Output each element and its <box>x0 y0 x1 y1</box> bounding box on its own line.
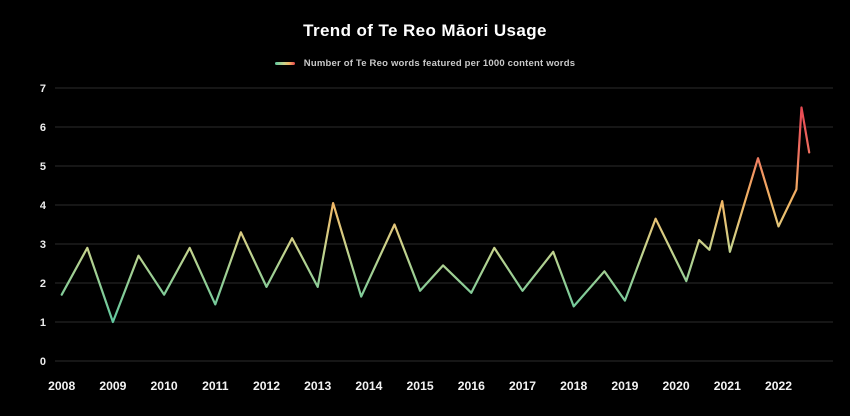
y-axis-tick-label: 5 <box>40 161 46 173</box>
x-axis-tick-label: 2020 <box>663 379 690 393</box>
x-axis-tick-label: 2016 <box>458 379 485 393</box>
y-axis-tick-label: 7 <box>40 83 46 95</box>
x-axis-tick-label: 2008 <box>48 379 75 393</box>
x-axis-tick-label: 2019 <box>611 379 638 393</box>
y-axis-tick-label: 0 <box>40 356 46 368</box>
y-axis-tick-label: 1 <box>40 317 46 329</box>
x-axis-tick-label: 2011 <box>202 379 229 393</box>
trend-line <box>60 106 811 324</box>
x-axis-tick-label: 2013 <box>304 379 331 393</box>
y-axis-tick-label: 6 <box>40 122 46 134</box>
chart-title: Trend of Te Reo Māori Usage <box>303 21 547 40</box>
x-axis-tick-label: 2015 <box>407 379 434 393</box>
legend-line-swatch-icon <box>274 62 295 65</box>
legend-label: Number of Te Reo words featured per 1000… <box>303 58 576 69</box>
x-axis-tick-label: 2021 <box>714 379 741 393</box>
x-axis-tick-label: 2012 <box>253 379 280 393</box>
x-axis-tick-label: 2010 <box>151 379 178 393</box>
legend: Number of Te Reo words featured per 1000… <box>0 58 850 69</box>
y-axis-tick-label: 4 <box>40 200 47 212</box>
x-axis-tick-label: 2017 <box>509 379 536 393</box>
x-axis-tick-label: 2014 <box>355 379 382 393</box>
x-axis-tick-label: 2009 <box>99 379 126 393</box>
y-axis-tick-label: 3 <box>40 239 46 251</box>
x-axis-tick-label: 2022 <box>765 379 792 393</box>
x-axis-tick-label: 2018 <box>560 379 587 393</box>
y-axis-tick-label: 2 <box>40 278 46 290</box>
